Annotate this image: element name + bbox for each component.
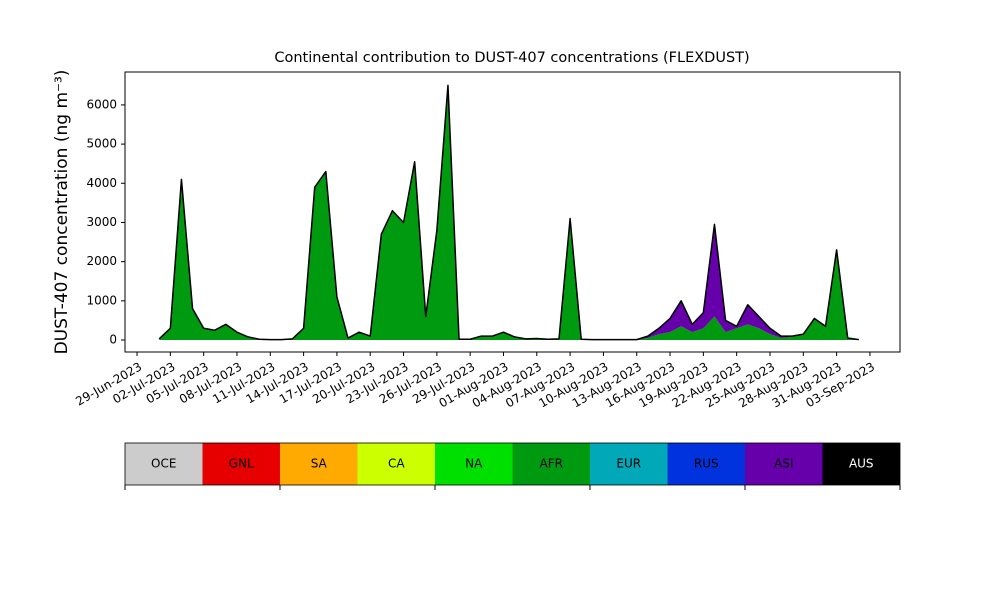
legend-label: GNL	[229, 457, 254, 471]
area	[159, 85, 859, 340]
legend-label: OCE	[151, 457, 176, 471]
y-axis-label: DUST-407 concentration (ng m⁻³)	[52, 70, 72, 355]
area	[159, 85, 859, 341]
area	[159, 85, 859, 340]
legend-swatch	[280, 443, 358, 485]
legend-label: CA	[388, 457, 405, 471]
y-tick-label: 1000	[86, 293, 117, 307]
area	[159, 85, 859, 340]
y-tick-label: 4000	[86, 176, 117, 190]
legend-swatch	[590, 443, 668, 485]
legend-label: ASI	[774, 457, 793, 471]
legend-label: AUS	[849, 457, 874, 471]
legend-label: RUS	[694, 457, 719, 471]
legend-label: EUR	[616, 457, 641, 471]
legend-swatch	[745, 443, 823, 485]
legend-swatch	[822, 443, 900, 485]
y-tick-label: 5000	[86, 137, 117, 151]
area	[159, 85, 859, 340]
y-tick-label: 3000	[86, 215, 117, 229]
y-tick-label: 6000	[86, 97, 117, 111]
legend-label: NA	[465, 457, 483, 471]
legend-swatch	[357, 443, 435, 485]
legend-swatch	[125, 443, 203, 485]
y-tick-label: 2000	[86, 254, 117, 268]
legend-label: AFR	[540, 457, 563, 471]
legend-swatch	[667, 443, 745, 485]
legend-swatch	[202, 443, 280, 485]
plot-frame	[124, 71, 901, 353]
legend-swatch	[435, 443, 513, 485]
chart-title: Continental contribution to DUST-407 con…	[274, 50, 749, 66]
total-outline	[158, 84, 859, 341]
legend-frame	[124, 442, 901, 486]
legend-swatch	[512, 443, 590, 485]
y-tick-label: 0	[109, 333, 117, 347]
legend-label: SA	[311, 457, 328, 471]
